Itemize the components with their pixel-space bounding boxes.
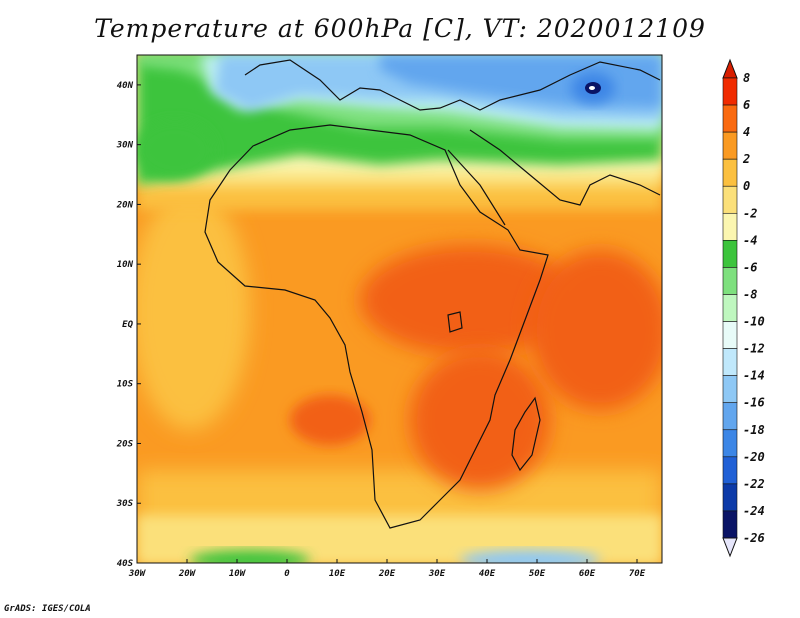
lake-victoria-outline bbox=[447, 311, 463, 333]
colorbar-swatch bbox=[722, 77, 738, 106]
temperature-field bbox=[137, 55, 662, 563]
colorbar-label: -18 bbox=[743, 423, 765, 437]
x-tick-label: 20W bbox=[178, 569, 197, 579]
y-tick-label: 30N bbox=[116, 141, 134, 151]
y-axis: 40N 30N 20N 10N EQ 10S 20S 30S 40S bbox=[116, 81, 141, 569]
field-warm-core-indian bbox=[530, 250, 662, 410]
y-tick-label: 10S bbox=[117, 380, 134, 390]
y-tick-label: 20N bbox=[116, 200, 134, 210]
x-tick-label: 60E bbox=[579, 569, 596, 579]
colorbar-swatch bbox=[722, 456, 738, 485]
colorbar-label: -6 bbox=[743, 260, 757, 274]
field-south-cool bbox=[460, 550, 600, 563]
colorbar-swatch bbox=[722, 131, 738, 160]
field-warm-core-south bbox=[410, 350, 550, 490]
field-south-green bbox=[190, 550, 310, 563]
colorbar-label: 2 bbox=[742, 152, 750, 166]
colorbar-swatch bbox=[722, 267, 738, 295]
field-warm-atlantic bbox=[290, 395, 370, 445]
x-tick-label: 0 bbox=[284, 569, 290, 579]
colorbar-label: -24 bbox=[743, 504, 765, 518]
footer-credit: GrADS: IGES/COLA bbox=[4, 604, 91, 614]
field-green-tongue-west bbox=[137, 120, 215, 180]
colorbar-swatch bbox=[722, 321, 738, 349]
colorbar-swatch bbox=[722, 483, 738, 512]
chart-title: Temperature at 600hPa [C], VT: 202001210… bbox=[94, 14, 706, 43]
y-tick-label: 40S bbox=[117, 559, 134, 569]
colorbar-label: -8 bbox=[743, 287, 757, 301]
colorbar-swatch bbox=[722, 294, 738, 322]
europe-outline bbox=[244, 59, 661, 111]
colorbar-label: -12 bbox=[743, 342, 765, 356]
colorbar-swatch bbox=[722, 212, 738, 241]
x-tick-label: 20E bbox=[378, 569, 396, 579]
africa-coastline bbox=[204, 124, 549, 529]
colorbar-swatch bbox=[722, 429, 738, 458]
x-tick-label: 10E bbox=[329, 569, 346, 579]
colorbar: 8 6 4 2 0 -2 -4 -6 -8 -10 -12 -14 -16 -18 -20 -22 -24 -26 bbox=[722, 58, 765, 558]
x-tick-label: 40E bbox=[479, 569, 496, 579]
plot-frame bbox=[136, 54, 663, 564]
colorbar-label: 0 bbox=[743, 179, 750, 193]
colorbar-swatch bbox=[722, 510, 738, 539]
y-tick-label: 40N bbox=[117, 81, 134, 91]
colorbar-swatch bbox=[722, 375, 738, 404]
colorbar-bottom-arrow bbox=[722, 537, 738, 558]
colorbar-label: -26 bbox=[743, 531, 765, 545]
x-axis: 30W 20W 10W 0 10E 20E 30E 40E 50E 60E 70E bbox=[128, 559, 646, 579]
colorbar-swatch bbox=[722, 348, 738, 376]
y-tick-label: 30S bbox=[116, 499, 134, 509]
colorbar-label: -16 bbox=[743, 396, 765, 410]
colorbar-swatch bbox=[722, 104, 738, 133]
colorbar-label: -2 bbox=[743, 206, 757, 220]
colorbar-label: -20 bbox=[743, 450, 765, 464]
x-tick-label: 50E bbox=[529, 569, 546, 579]
colorbar-swatch bbox=[722, 185, 738, 214]
colorbar-label: -10 bbox=[743, 315, 765, 329]
colorbar-label: 8 bbox=[743, 71, 750, 85]
y-tick-label: EQ bbox=[122, 320, 133, 330]
colorbar-swatch bbox=[722, 240, 738, 268]
x-tick-label: 70E bbox=[629, 569, 646, 579]
x-tick-label: 30W bbox=[128, 569, 147, 579]
field-cold-core-white bbox=[589, 86, 595, 90]
coastlines bbox=[204, 59, 661, 529]
colorbar-label: 4 bbox=[743, 125, 750, 139]
y-tick-label: 10N bbox=[117, 260, 134, 270]
colorbar-label: -4 bbox=[743, 233, 757, 247]
colorbar-label: -22 bbox=[743, 477, 765, 491]
field-west-light bbox=[137, 190, 250, 430]
red-sea-outline bbox=[447, 149, 506, 226]
field-warm-core-east bbox=[360, 245, 580, 355]
colorbar-swatch bbox=[722, 402, 738, 431]
y-tick-label: 20S bbox=[116, 439, 134, 449]
colorbar-swatch bbox=[722, 158, 738, 187]
x-tick-label: 30E bbox=[428, 569, 446, 579]
colorbar-label: 6 bbox=[743, 98, 750, 112]
x-tick-label: 10W bbox=[229, 569, 247, 579]
arabia-outline bbox=[469, 129, 661, 206]
colorbar-label: -14 bbox=[743, 369, 765, 383]
colorbar-top-arrow bbox=[722, 58, 738, 79]
madagascar-outline bbox=[511, 396, 541, 472]
